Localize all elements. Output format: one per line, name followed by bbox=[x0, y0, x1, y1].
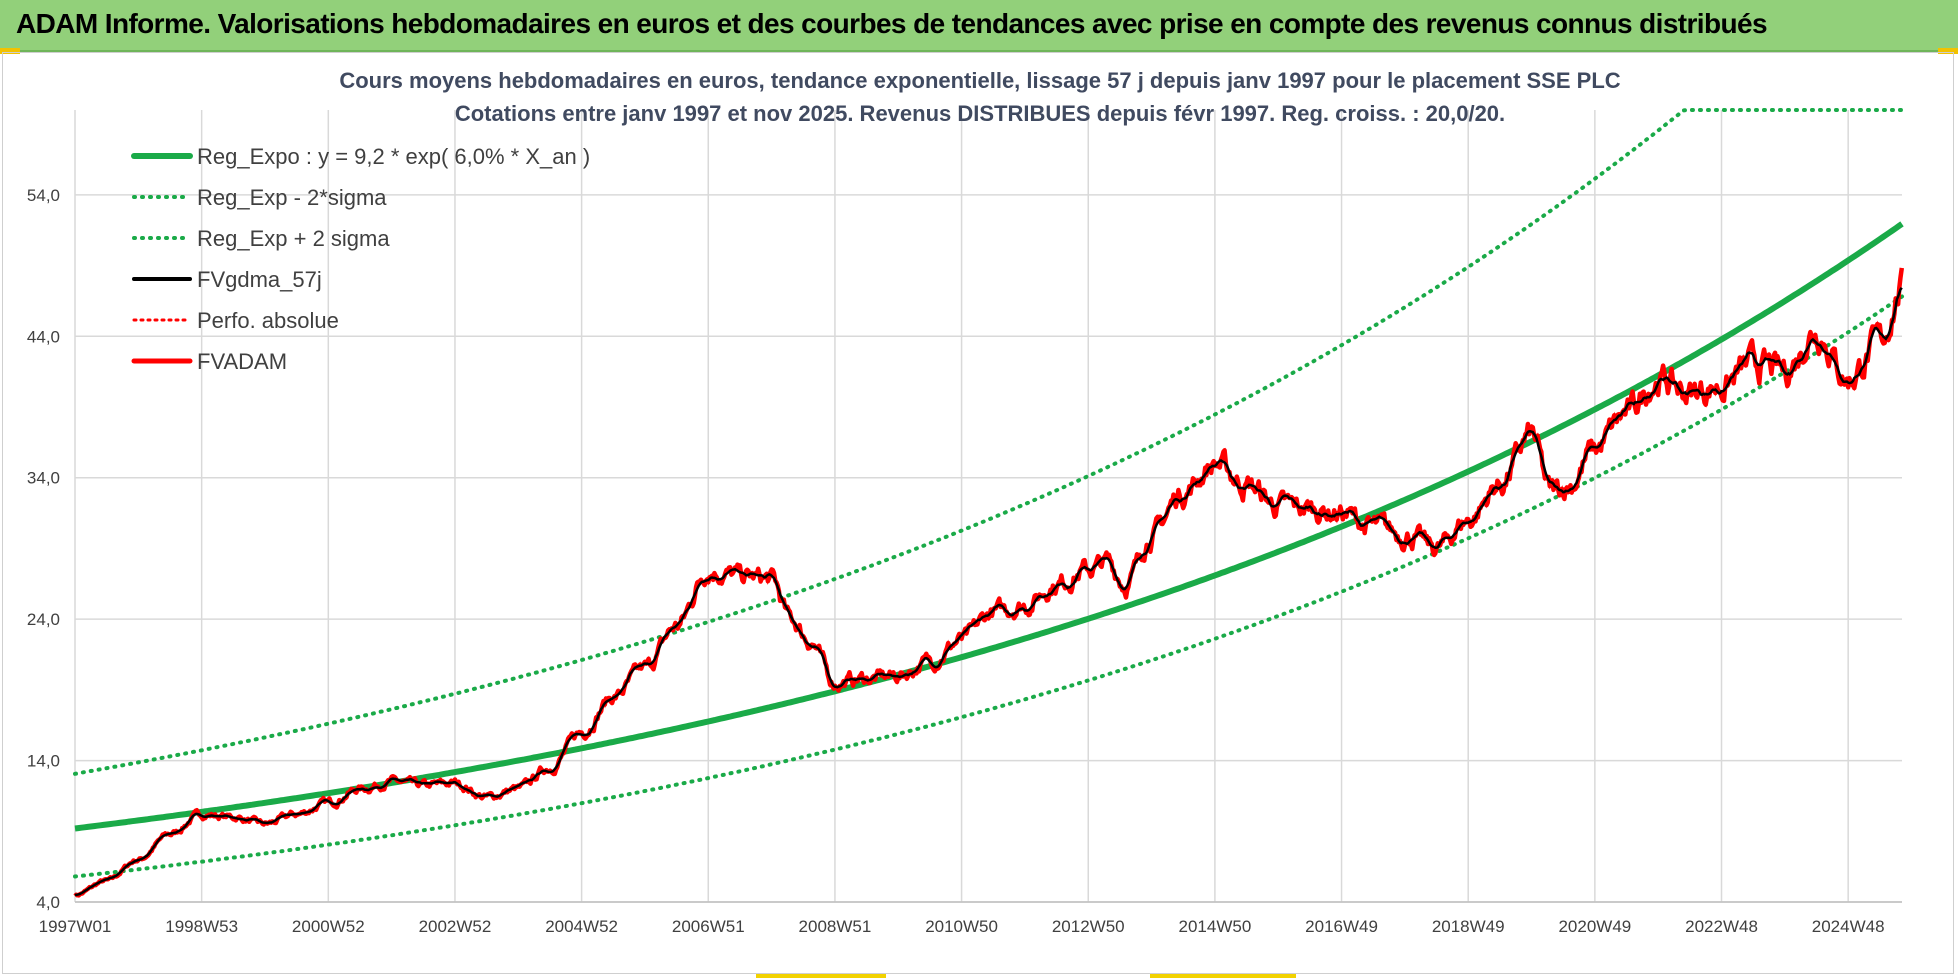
x-tick-label: 2022W48 bbox=[1685, 917, 1758, 936]
x-tick-label: 2018W49 bbox=[1432, 917, 1505, 936]
series-perfo-absolue bbox=[74, 267, 1903, 897]
x-tick-label: 2012W50 bbox=[1052, 917, 1125, 936]
x-tick-label: 2000W52 bbox=[292, 917, 365, 936]
y-tick-label: 24,0 bbox=[27, 610, 60, 629]
legend-label: Reg_Exp - 2*sigma bbox=[197, 185, 387, 210]
series-fvgdma-57j bbox=[74, 287, 1903, 897]
x-tick-label: 2016W49 bbox=[1305, 917, 1378, 936]
legend-label: FVgdma_57j bbox=[197, 267, 322, 292]
grid-layer bbox=[74, 110, 1902, 903]
bottom-strip-1 bbox=[756, 974, 886, 978]
y-tick-label: 14,0 bbox=[27, 752, 60, 771]
x-tick-label: 2020W49 bbox=[1558, 917, 1631, 936]
y-tick-label: 54,0 bbox=[27, 186, 60, 205]
x-tick-label: 2006W51 bbox=[672, 917, 745, 936]
x-tick-label: 2002W52 bbox=[419, 917, 492, 936]
chart-title-line1: Cours moyens hebdomadaires en euros, ten… bbox=[339, 68, 1620, 93]
x-tick-label: 2004W52 bbox=[545, 917, 618, 936]
x-tick-label: 2024W48 bbox=[1812, 917, 1885, 936]
x-tick-label: 2008W51 bbox=[799, 917, 872, 936]
series-reg-exp-plus-2sigma bbox=[73, 108, 1904, 776]
y-tick-label: 34,0 bbox=[27, 469, 60, 488]
chart-title-line2: Cotations entre janv 1997 et nov 2025. R… bbox=[455, 101, 1505, 126]
bottom-strip-2 bbox=[1150, 974, 1296, 978]
legend-layer: Reg_Expo : y = 9,2 * exp( 6,0% * X_an ) R… bbox=[131, 144, 590, 374]
page-title: ADAM Informe. Valorisations hebdomadaire… bbox=[16, 8, 1768, 39]
x-tick-label: 1997W01 bbox=[39, 917, 112, 936]
corner-mark-right bbox=[1938, 48, 1958, 54]
corner-mark-left bbox=[0, 48, 20, 54]
x-tick-label: 2010W50 bbox=[925, 917, 998, 936]
legend-label: Reg_Expo : y = 9,2 * exp( 6,0% * X_an ) bbox=[197, 144, 590, 169]
x-tick-label: 2014W50 bbox=[1179, 917, 1252, 936]
legend-label: Reg_Exp + 2 sigma bbox=[197, 226, 390, 251]
axis-layer: 4,0 14,0 24,0 34,0 44,0 54,0 1997W01 1998W53 200… bbox=[27, 186, 1902, 936]
series-layer bbox=[73, 108, 1905, 898]
series-fvadam bbox=[73, 267, 1905, 898]
chart-frame bbox=[2, 52, 1954, 974]
y-tick-label: 4,0 bbox=[36, 893, 60, 912]
y-tick-label: 44,0 bbox=[27, 327, 60, 346]
chart-svg: 4,0 14,0 24,0 34,0 44,0 54,0 1997W01 1998W53 200… bbox=[27, 68, 1905, 936]
header-bar: ADAM Informe. Valorisations hebdomadaire… bbox=[0, 0, 1958, 52]
series-reg-exp-minus-2sigma bbox=[73, 294, 1904, 879]
legend-label: Perfo. absolue bbox=[197, 308, 339, 333]
x-tick-label: 1998W53 bbox=[165, 917, 238, 936]
legend-label: FVADAM bbox=[197, 349, 287, 374]
series-reg-expo bbox=[74, 221, 1904, 832]
